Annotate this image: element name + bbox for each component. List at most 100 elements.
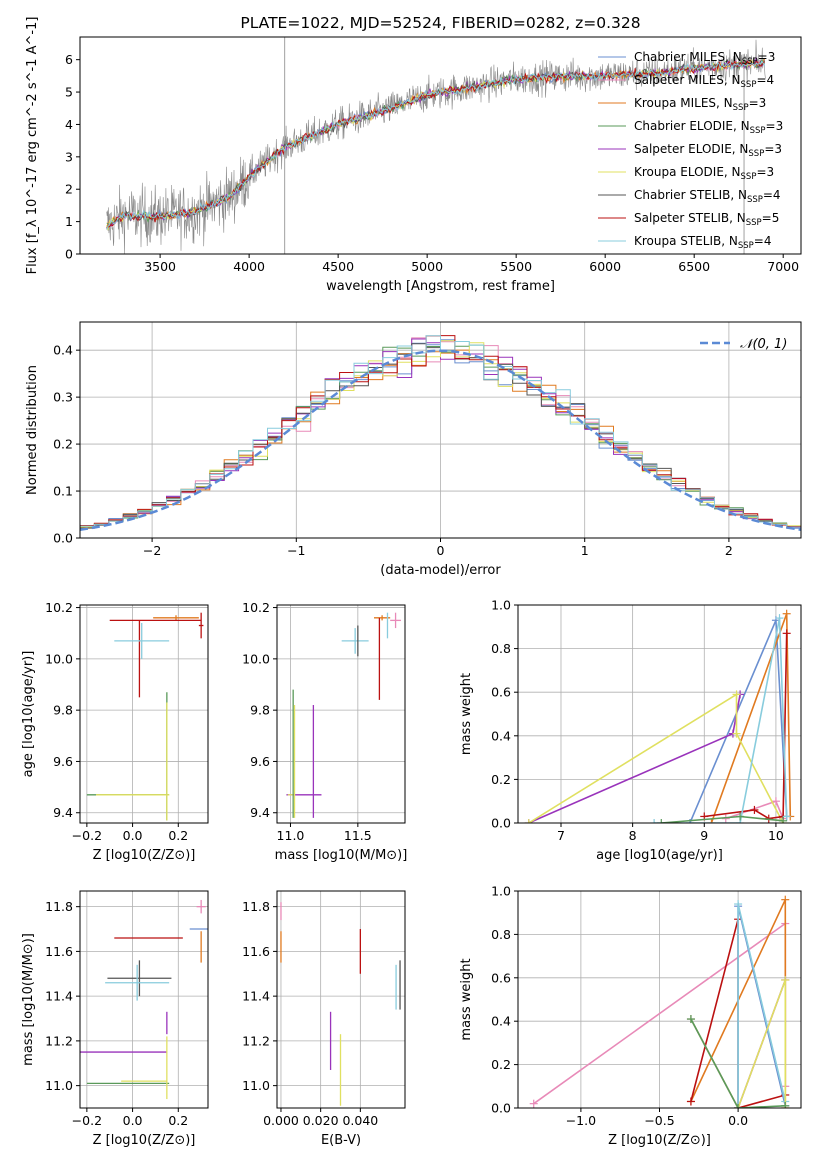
x-tick-label: −1 — [287, 543, 305, 558]
plus-marker — [686, 1015, 695, 1024]
y-tick-label: 10.2 — [242, 600, 270, 615]
x-tick-label: 11.5 — [344, 828, 372, 843]
plot-area — [80, 899, 208, 1100]
panel-age_vs_mass: 11.0 11.5 9.4 9.6 9.8 10.0 10.2 mass [log10(M/M… — [242, 600, 407, 863]
plus-marker — [782, 609, 791, 618]
y-axis-label: mass weight — [459, 673, 474, 755]
y-tick-label: 0.3 — [53, 390, 73, 405]
y-tick-label: 1.0 — [491, 598, 511, 613]
x-axis-label: E(B-V) — [321, 1133, 361, 1148]
plot-area — [280, 902, 401, 1106]
plot-area — [529, 895, 790, 1108]
y-tick-label: 11.2 — [242, 1033, 270, 1048]
panel-age_vs_Z: −0.2 0.0 0.2 9.4 9.6 9.8 10.0 10.2 Z [log10(Z/Z⊙… — [21, 600, 209, 863]
x-tick-label: 0.020 — [303, 1113, 339, 1128]
plus-marker — [524, 819, 533, 823]
axes-frame — [79, 604, 209, 824]
x-tick-label: 3500 — [144, 259, 176, 274]
panel-mass_vs_EBV: 0.000 0.020 0.040 11.0 11.2 11.4 11.6 11.8 E(B-V… — [242, 890, 406, 1148]
plus-marker — [782, 812, 791, 821]
weight-line — [528, 692, 784, 823]
x-tick-label: 5500 — [500, 259, 532, 274]
x-tick-label: 0.2 — [168, 1113, 188, 1128]
plus-marker — [781, 975, 790, 984]
normal-curve — [80, 349, 801, 532]
y-tick-label: 1 — [65, 214, 73, 229]
model-line — [106, 60, 766, 230]
weight-line — [690, 1018, 786, 1108]
legend-entry: Salpeter MILES, NSSP=4 — [634, 73, 774, 90]
plus-marker — [732, 729, 741, 738]
y-tick-label: 0.2 — [491, 1057, 511, 1072]
legend: 𝒩(0, 1) — [700, 337, 787, 352]
y-tick-label: 9.4 — [53, 805, 73, 820]
weight-line — [661, 815, 784, 823]
plus-marker — [529, 1099, 538, 1108]
x-axis-label: mass [log10(M/M⊙)] — [275, 848, 408, 863]
axes-frame — [276, 604, 406, 824]
x-axis-label: (data-model)/error — [380, 563, 501, 578]
plus-marker — [782, 629, 791, 638]
panel-spectrum: PLATE=1022, MJD=52524, FIBERID=0282, z=0… — [25, 14, 802, 294]
legend-entry: Chabrier ELODIE, NSSP=3 — [634, 119, 783, 136]
plus-marker — [750, 805, 759, 814]
y-tick-label: 9.6 — [250, 754, 270, 769]
axes-frame — [276, 890, 406, 1109]
y-axis-label: Normed distribution — [25, 365, 40, 495]
x-tick-label: 4500 — [322, 259, 354, 274]
x-tick-label: 6000 — [589, 259, 621, 274]
x-axis-label: wavelength [Angstrom, rest frame] — [326, 279, 555, 294]
x-tick-label: 0.000 — [263, 1113, 299, 1128]
legend-entry: Kroupa MILES, NSSP=3 — [634, 96, 766, 113]
y-tick-label: 0.4 — [53, 343, 73, 358]
y-tick-label: 9.8 — [250, 703, 270, 718]
x-tick-label: 0 — [437, 543, 445, 558]
error-bar-point — [196, 899, 206, 914]
legend-entry: Salpeter ELODIE, NSSP=3 — [634, 142, 782, 159]
y-tick-label: 0.8 — [491, 927, 511, 942]
panel-massweight_vs_age: 7 8 9 10 0.0 0.2 0.4 0.6 0.8 1.0 age [log10(age/yr… — [459, 598, 802, 863]
x-tick-label: 8 — [629, 828, 637, 843]
y-tick-label: 4 — [65, 117, 73, 132]
y-tick-label: 11.8 — [242, 899, 270, 914]
axes-frame — [79, 36, 802, 255]
y-tick-label: 0.4 — [491, 728, 511, 743]
x-tick-label: 4000 — [233, 259, 265, 274]
y-tick-label: 10.0 — [242, 651, 270, 666]
y-tick-label: 9.6 — [53, 754, 73, 769]
y-tick-label: 3 — [65, 149, 73, 164]
error-bar-point — [390, 612, 401, 629]
plus-marker — [707, 819, 716, 823]
plus-marker — [775, 614, 784, 623]
y-axis-label: Flux [f_λ 10^-17 erg cm^-2 s^-1 A^-1] — [25, 17, 40, 275]
y-tick-label: 11.4 — [242, 989, 270, 1004]
error-bar-point — [198, 612, 204, 639]
y-tick-label: 0.4 — [491, 1014, 511, 1029]
plus-marker — [781, 895, 790, 904]
legend-entry: Chabrier MILES, NSSP=3 — [634, 50, 775, 67]
chart-title: PLATE=1022, MJD=52524, FIBERID=0282, z=0… — [240, 14, 640, 32]
x-tick-label: 11.0 — [277, 828, 305, 843]
x-tick-label: −0.2 — [72, 1113, 102, 1128]
weight-line — [654, 617, 788, 823]
x-tick-label: 10 — [768, 828, 784, 843]
x-tick-label: 5000 — [411, 259, 443, 274]
y-axis-label: mass [log10(M/M⊙)] — [21, 933, 36, 1066]
error-bar-point — [107, 960, 172, 997]
y-tick-label: 0.2 — [53, 437, 73, 452]
x-tick-label: −2 — [143, 543, 161, 558]
plot-area — [106, 37, 766, 254]
error-bar-point — [105, 964, 170, 1001]
x-axis-label: Z [log10(Z/Z⊙)] — [93, 848, 196, 863]
y-tick-label: 6 — [65, 52, 73, 67]
x-tick-label: 0.0 — [123, 828, 143, 843]
y-tick-label: 11.6 — [242, 944, 270, 959]
plus-marker — [732, 690, 741, 699]
x-axis-label: Z [log10(Z/Z⊙)] — [93, 1133, 196, 1148]
y-tick-label: 0 — [65, 247, 73, 262]
legend-entry: Chabrier STELIB, NSSP=4 — [634, 188, 781, 205]
x-tick-label: 0.2 — [168, 828, 188, 843]
x-tick-label: −0.5 — [644, 1113, 674, 1128]
y-tick-label: 0.1 — [53, 484, 73, 499]
